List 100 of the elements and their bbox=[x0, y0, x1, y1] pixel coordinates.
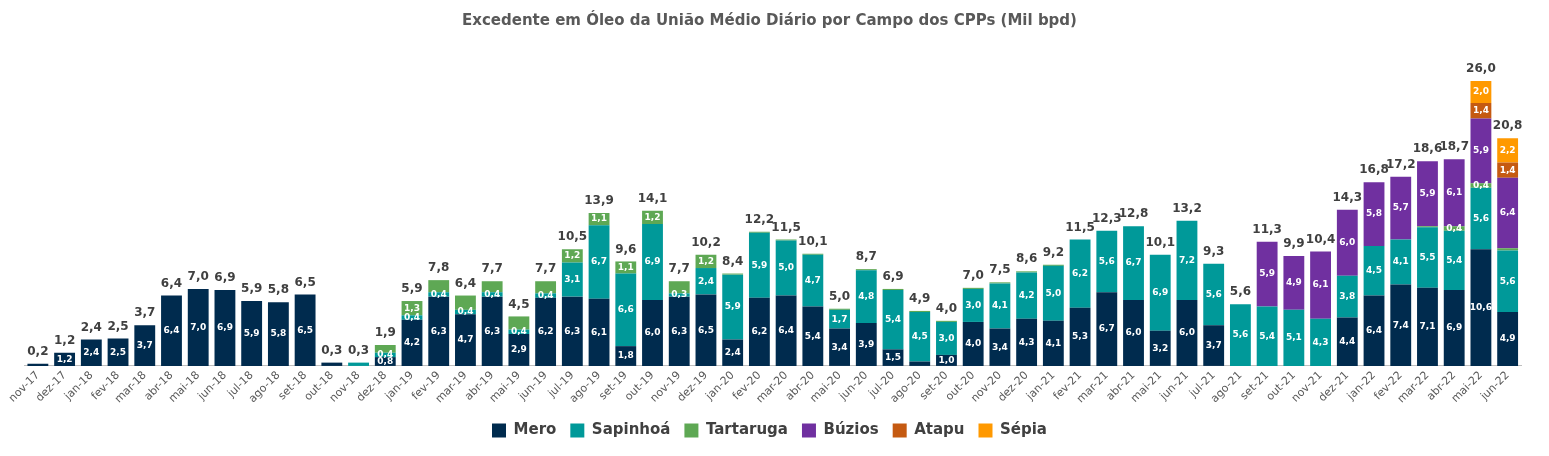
data-label: 3,0 bbox=[965, 299, 982, 310]
data-label: 3,4 bbox=[991, 341, 1008, 352]
total-label: 2,4 bbox=[80, 319, 102, 334]
data-label: 1,4 bbox=[1499, 164, 1516, 175]
data-label: 4,1 bbox=[1045, 337, 1062, 348]
total-label: 9,9 bbox=[1283, 236, 1305, 251]
total-label: 7,8 bbox=[428, 260, 450, 275]
data-label: 6,0 bbox=[1339, 237, 1356, 248]
total-label: 26,0 bbox=[1466, 61, 1496, 76]
total-label: 5,6 bbox=[1229, 284, 1252, 299]
data-label: 7,1 bbox=[1419, 321, 1436, 332]
data-label: 2,2 bbox=[1499, 144, 1516, 155]
data-label: 0,4 bbox=[537, 289, 554, 300]
data-label: 5,9 bbox=[1472, 145, 1489, 156]
data-label: 0,4 bbox=[430, 288, 447, 299]
total-label: 20,8 bbox=[1492, 118, 1523, 133]
data-label: 3,2 bbox=[1152, 342, 1169, 353]
total-label: 14,1 bbox=[637, 190, 668, 205]
total-label: 7,5 bbox=[989, 262, 1011, 277]
data-label: 5,1 bbox=[1285, 332, 1302, 343]
data-label: 4,2 bbox=[404, 337, 420, 348]
total-label: 6,9 bbox=[882, 269, 904, 284]
total-label: 10,1 bbox=[1145, 234, 1176, 249]
data-label: 6,0 bbox=[1178, 327, 1195, 338]
data-label: 0,4 bbox=[404, 311, 420, 322]
data-label: 5,0 bbox=[778, 262, 795, 273]
data-label: 6,1 bbox=[1312, 279, 1329, 290]
legend-label: Tartaruga bbox=[705, 420, 788, 439]
total-label: 1,9 bbox=[374, 325, 396, 340]
data-label: 3,7 bbox=[136, 339, 153, 350]
data-label: 2,9 bbox=[510, 344, 527, 355]
total-label: 4,0 bbox=[935, 300, 958, 315]
data-label: 6,1 bbox=[591, 326, 608, 337]
data-label: 1,8 bbox=[617, 350, 634, 361]
total-label: 7,7 bbox=[481, 261, 503, 276]
total-label: 9,6 bbox=[615, 241, 637, 256]
data-label: 6,6 bbox=[617, 304, 634, 315]
data-label: 2,0 bbox=[1472, 86, 1489, 97]
total-label: 6,4 bbox=[454, 275, 477, 290]
total-label: 7,7 bbox=[534, 261, 557, 276]
data-label: 0,4 bbox=[457, 306, 474, 317]
data-label: 6,7 bbox=[1125, 257, 1142, 268]
data-label: 5,4 bbox=[885, 314, 901, 325]
data-label: 4,4 bbox=[1339, 336, 1356, 347]
data-label: 0,3 bbox=[671, 289, 688, 300]
data-label: 6,3 bbox=[564, 325, 581, 336]
total-label: 6,4 bbox=[160, 275, 183, 290]
data-label: 6,9 bbox=[644, 256, 661, 267]
data-label: 7,0 bbox=[190, 321, 207, 332]
data-label: 4,5 bbox=[1366, 265, 1382, 276]
data-label: 3,4 bbox=[831, 341, 848, 352]
data-label: 2,4 bbox=[697, 275, 714, 286]
data-label: 5,9 bbox=[1259, 268, 1276, 279]
total-label: 9,3 bbox=[1203, 243, 1225, 258]
data-label: 4,2 bbox=[1018, 289, 1035, 300]
data-label: 1,5 bbox=[885, 352, 901, 363]
data-label: 1,4 bbox=[1472, 105, 1489, 116]
data-label: 4,5 bbox=[911, 331, 928, 342]
legend-label: Mero bbox=[513, 420, 557, 439]
data-label: 4,7 bbox=[457, 334, 474, 345]
data-label: 2,4 bbox=[724, 347, 741, 358]
data-label: 4,7 bbox=[804, 275, 821, 286]
data-label: 1,3 bbox=[404, 302, 420, 313]
data-label: 1,2 bbox=[697, 255, 714, 266]
data-label: 6,9 bbox=[1446, 322, 1463, 333]
total-label: 13,9 bbox=[584, 193, 614, 208]
data-label: 6,3 bbox=[430, 325, 447, 336]
data-label: 5,9 bbox=[243, 327, 260, 338]
legend-label: Búzios bbox=[823, 420, 879, 439]
data-label: 6,2 bbox=[1072, 267, 1089, 278]
data-label: 4,3 bbox=[1018, 336, 1035, 347]
data-label: 6,0 bbox=[1125, 327, 1142, 338]
data-label: 5,8 bbox=[1366, 208, 1382, 219]
total-label: 8,6 bbox=[1015, 251, 1038, 266]
data-label: 6,4 bbox=[1366, 325, 1382, 336]
data-label: 4,1 bbox=[991, 300, 1008, 311]
data-label: 3,0 bbox=[938, 332, 955, 343]
legend-label: Atapu bbox=[914, 420, 965, 439]
data-label: 3,8 bbox=[1339, 290, 1356, 301]
data-label: 5,0 bbox=[1045, 287, 1062, 298]
data-label: 1,2 bbox=[644, 211, 661, 222]
data-label: 2,5 bbox=[110, 346, 127, 357]
total-label: 5,0 bbox=[828, 288, 851, 303]
total-label: 10,2 bbox=[691, 234, 721, 249]
data-label: 5,5 bbox=[1419, 251, 1436, 262]
data-label: 6,2 bbox=[537, 326, 554, 337]
total-label: 14,3 bbox=[1332, 189, 1363, 204]
total-label: 7,0 bbox=[187, 269, 209, 284]
data-label: 1,7 bbox=[831, 313, 848, 324]
data-label: 0,4 bbox=[1446, 222, 1463, 233]
data-label: 5,6 bbox=[1499, 275, 1516, 286]
total-label: 1,2 bbox=[53, 332, 76, 347]
data-label: 5,4 bbox=[1446, 254, 1463, 265]
total-label: 5,9 bbox=[241, 281, 263, 296]
data-label: 5,6 bbox=[1232, 329, 1249, 340]
data-label: 0,4 bbox=[484, 288, 501, 299]
data-label: 1,2 bbox=[564, 250, 581, 261]
data-label: 5,9 bbox=[724, 301, 741, 312]
total-label: 8,4 bbox=[722, 253, 744, 268]
data-label: 6,5 bbox=[697, 324, 714, 335]
